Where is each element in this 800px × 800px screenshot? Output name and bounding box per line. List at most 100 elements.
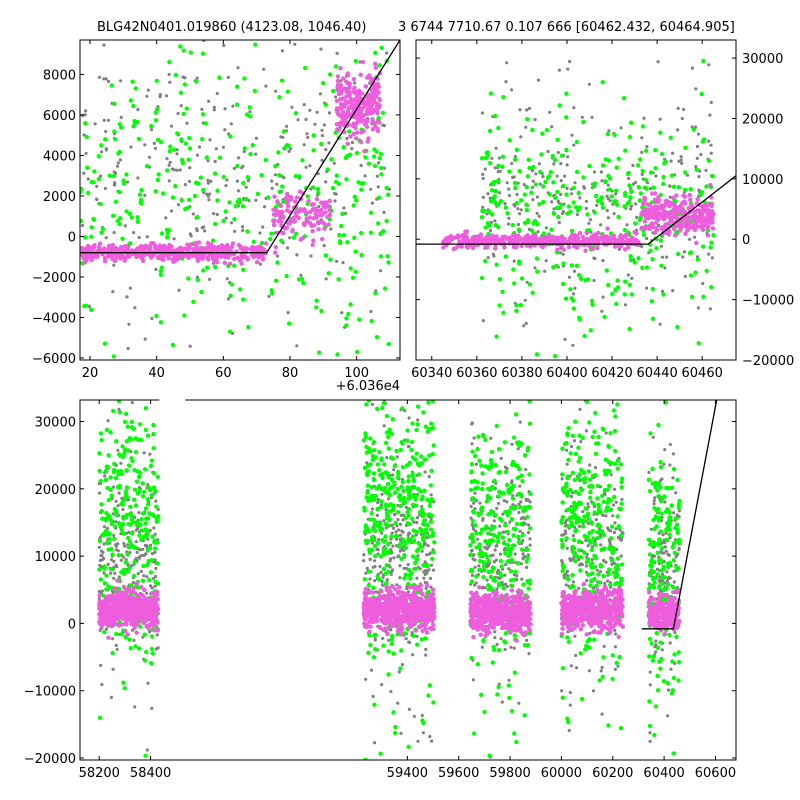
data-point-series_b [403,545,409,551]
data-point-series_c [593,466,598,470]
data-point-series_b [156,172,161,177]
data-point-series_c [571,491,575,495]
data-point-series_c [487,545,491,549]
data-point-series_c [113,571,117,575]
data-point-series_b [121,531,127,536]
data-point-series_b [527,165,532,171]
data-point-series_b [601,163,606,168]
data-point-series_a [272,223,277,228]
data-point-series_c [657,223,661,227]
data-point-series_c [208,277,212,281]
data-point-series_c [188,166,192,170]
data-point-series_b [310,185,316,190]
data-point-series_c [518,529,522,533]
data-point-series_c [185,121,189,125]
data-point-series_a [372,93,378,98]
data-point-series_a [284,208,290,213]
data-point-series_b [156,514,161,519]
data-point-series_b [517,261,522,266]
data-point-series_b [544,127,550,133]
data-point-series_a [80,245,85,251]
data-point-series_a [334,98,340,104]
data-point-series_b [419,528,425,533]
data-point-series_b [487,128,493,134]
data-point-series_c [577,524,582,529]
data-point-series_b [232,217,237,222]
data-point-series_c [423,542,427,546]
data-point-series_c [254,136,258,140]
data-point-series_c [304,117,308,121]
data-point-series_c [423,580,427,585]
data-point-series_c [588,463,592,467]
data-point-series_c [87,305,92,309]
data-point-series_b [241,180,246,186]
data-point-series_b [228,134,233,139]
data-point-series_c [504,80,508,84]
data-point-series_c [564,531,568,535]
data-point-series_b [394,346,398,350]
data-point-series_b [659,263,664,268]
data-point-series_c [538,182,542,186]
data-point-series_c [177,288,181,292]
data-point-series_c [115,647,119,651]
data-point-series_c [625,223,629,227]
data-point-series_c [626,273,631,277]
data-point-series_c [167,163,171,167]
data-point-series_b [405,438,410,443]
data-point-series_b [704,268,709,274]
data-point-series_b [651,185,656,190]
data-point-series_b [153,488,158,494]
data-point-series_c [614,527,618,531]
data-point-series_a [228,261,233,266]
data-point-series_a [353,136,359,141]
data-point-series_b [170,195,176,200]
data-point-series_c [376,497,380,502]
data-point-series_b [240,204,246,209]
data-point-series_c [518,212,522,216]
data-point-series_b [384,563,389,568]
data-point-series_c [286,246,290,250]
data-point-series_a [148,245,153,250]
data-point-series_b [120,236,125,241]
x-tick-label: 100 [344,366,369,381]
data-point-series_c [481,195,485,199]
data-point-series_c [568,557,572,561]
data-point-series_c [302,143,306,147]
data-point-series_b [698,192,704,197]
data-point-series_a [340,117,345,122]
data-point-series_a [310,242,315,247]
data-point-series_c [102,77,106,81]
data-point-series_b [364,495,369,500]
data-point-series_b [409,439,415,445]
data-point-series_a [653,230,658,235]
data-point-series_c [586,544,590,548]
data-point-series_b [317,350,322,355]
data-point-series_b [700,139,705,144]
data-point-series_b [497,276,503,282]
data-point-series_c [631,182,635,186]
data-point-series_a [98,241,103,246]
data-point-series_c [694,165,698,169]
data-point-series_c [233,229,237,233]
points-top-left [80,40,400,359]
data-point-series_c [662,462,666,466]
data-point-series_c [505,467,509,471]
data-point-series_a [226,255,231,260]
data-point-series_b [184,106,189,111]
data-point-series_c [399,731,403,736]
data-point-series_a [705,233,711,238]
data-point-series_a [351,86,357,92]
data-point-series_b [520,532,525,538]
data-point-series_c [380,492,384,496]
data-point-series_b [117,189,122,195]
data-point-series_c [200,107,204,111]
data-point-series_a [690,225,695,230]
data-point-series_b [235,164,240,169]
data-point-series_c [614,632,618,636]
data-point-series_c [599,170,604,174]
data-point-series_c [491,553,495,557]
data-point-series_c [390,523,394,527]
data-point-series_a [351,131,356,137]
data-point-series_c [517,701,521,705]
data-point-series_b [494,201,499,206]
